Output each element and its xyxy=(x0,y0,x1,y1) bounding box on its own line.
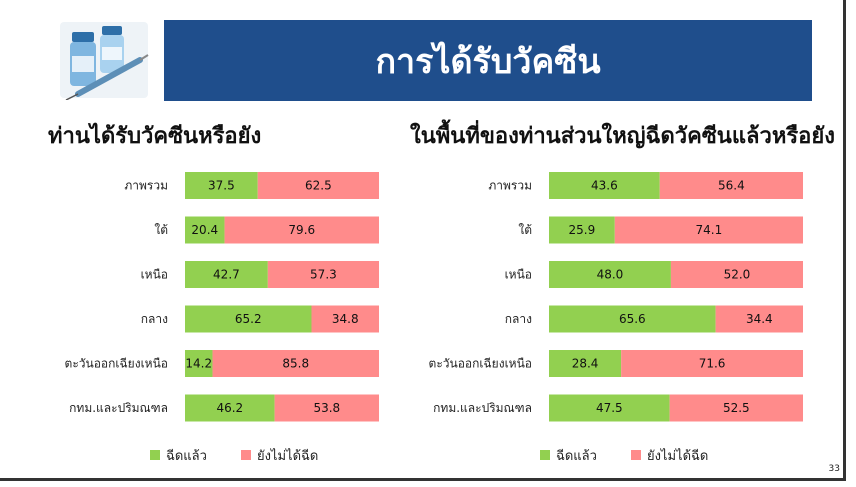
data-label: 62.5 xyxy=(305,179,332,193)
bar-not-vaccinated xyxy=(267,261,379,288)
category-label: ใต้ xyxy=(518,223,532,237)
bar-not-vaccinated xyxy=(670,261,803,288)
bar-vaccinated xyxy=(549,216,615,244)
data-label: 53.8 xyxy=(313,401,340,415)
bar-vaccinated xyxy=(185,350,213,377)
category-label: ภาพรวม xyxy=(124,179,168,193)
vaccine-vial-syringe-icon xyxy=(60,22,149,100)
bar-not-vaccinated xyxy=(715,305,803,333)
data-label: 52.0 xyxy=(724,268,751,282)
legend-swatch-vaccinated xyxy=(150,450,160,460)
data-label: 34.8 xyxy=(332,312,359,326)
chart-right-vaccinated-area: ภาพรวม 43.6 56.4 ใต้ 25.9 74.1 เหนือ 48.0 52.0 กล… xyxy=(429,172,803,422)
category-label: กลาง xyxy=(505,312,532,326)
legend-item-vaccinated: ฉีดแล้ว xyxy=(540,445,597,466)
data-label: 85.8 xyxy=(282,357,309,371)
legend-left: ฉีดแล้ว ยังไม่ได้ฉีด xyxy=(150,446,352,464)
data-label: 43.6 xyxy=(591,179,618,193)
bar-not-vaccinated xyxy=(274,394,379,422)
data-label: 79.6 xyxy=(288,223,315,237)
bar-vaccinated xyxy=(185,394,275,422)
bar-vaccinated xyxy=(549,350,622,377)
data-label: 47.5 xyxy=(596,401,623,415)
chart-left-vaccinated-self: ภาพรวม 37.5 62.5 ใต้ 20.4 79.6 เหนือ 42.7 57.3 กล… xyxy=(65,172,379,422)
category-label: ตะวันออกเฉียงเหนือ xyxy=(65,357,168,371)
legend-right: ฉีดแล้ว ยังไม่ได้ฉีด xyxy=(540,446,742,464)
bar-not-vaccinated xyxy=(257,172,379,199)
title-banner: การได้รับวัคซีน xyxy=(164,20,812,101)
bar-vaccinated xyxy=(549,172,660,199)
legend-label-vaccinated: ฉีดแล้ว xyxy=(166,448,207,464)
bar-not-vaccinated xyxy=(224,216,379,244)
category-label: เหนือ xyxy=(505,268,532,282)
data-label: 34.4 xyxy=(746,312,773,326)
bar-vaccinated xyxy=(549,305,716,333)
category-label: กทม.และปริมณฑล xyxy=(433,401,532,415)
bar-vaccinated xyxy=(549,261,671,288)
bar-vaccinated xyxy=(185,261,268,288)
data-label: 74.1 xyxy=(696,223,723,237)
data-label: 52.5 xyxy=(723,401,750,415)
chart-right-title: ในพื้นที่ของท่านส่วนใหญ่ฉีดวัคซีนแล้วหรื… xyxy=(410,124,836,149)
slide-title: การได้รับวัคซีน xyxy=(375,41,601,82)
legend-swatch-not-vaccinated xyxy=(630,450,641,460)
data-label: 71.6 xyxy=(699,357,726,371)
bar-not-vaccinated xyxy=(614,216,803,244)
legend-item-not-vaccinated: ยังไม่ได้ฉีด xyxy=(630,445,709,466)
data-label: 14.2 xyxy=(185,357,212,371)
category-label: ตะวันออกเฉียงเหนือ xyxy=(429,357,532,371)
legend-swatch-vaccinated xyxy=(540,450,550,460)
legend-label-not-vaccinated: ยังไม่ได้ฉีด xyxy=(256,448,319,464)
data-label: 65.6 xyxy=(619,312,646,326)
data-label: 46.2 xyxy=(216,401,243,415)
bar-vaccinated xyxy=(549,394,670,422)
bar-not-vaccinated xyxy=(621,350,803,377)
category-label: กทม.และปริมณฑล xyxy=(69,401,168,415)
legend-label-vaccinated: ฉีดแล้ว xyxy=(556,448,597,464)
legend-label-not-vaccinated: ยังไม่ได้ฉีด xyxy=(646,448,709,464)
chart-left-title: ท่านได้รับวัคซีนหรือยัง xyxy=(48,124,262,149)
data-label: 48.0 xyxy=(597,268,624,282)
bar-vaccinated xyxy=(185,216,225,244)
bar-vaccinated xyxy=(185,172,258,199)
slide-frame xyxy=(0,0,846,481)
data-label: 56.4 xyxy=(718,179,745,193)
category-label: ภาพรวม xyxy=(488,179,532,193)
legend-item-vaccinated: ฉีดแล้ว xyxy=(150,445,207,466)
bar-not-vaccinated xyxy=(669,394,803,422)
data-label: 20.4 xyxy=(191,223,218,237)
data-label: 25.9 xyxy=(569,223,596,237)
category-label: เหนือ xyxy=(141,268,168,282)
data-label: 37.5 xyxy=(208,179,235,193)
bar-not-vaccinated xyxy=(659,172,803,199)
data-label: 57.3 xyxy=(310,268,337,282)
bar-not-vaccinated xyxy=(311,305,379,333)
data-label: 42.7 xyxy=(213,268,240,282)
legend-swatch-not-vaccinated xyxy=(240,450,251,460)
data-label: 28.4 xyxy=(572,357,599,371)
bar-vaccinated xyxy=(185,305,312,333)
bar-not-vaccinated xyxy=(212,350,379,377)
data-label: 65.2 xyxy=(235,312,262,326)
page-number: 33 xyxy=(828,464,840,474)
category-label: ใต้ xyxy=(154,223,168,237)
category-label: กลาง xyxy=(141,312,168,326)
legend-item-not-vaccinated: ยังไม่ได้ฉีด xyxy=(240,445,319,466)
